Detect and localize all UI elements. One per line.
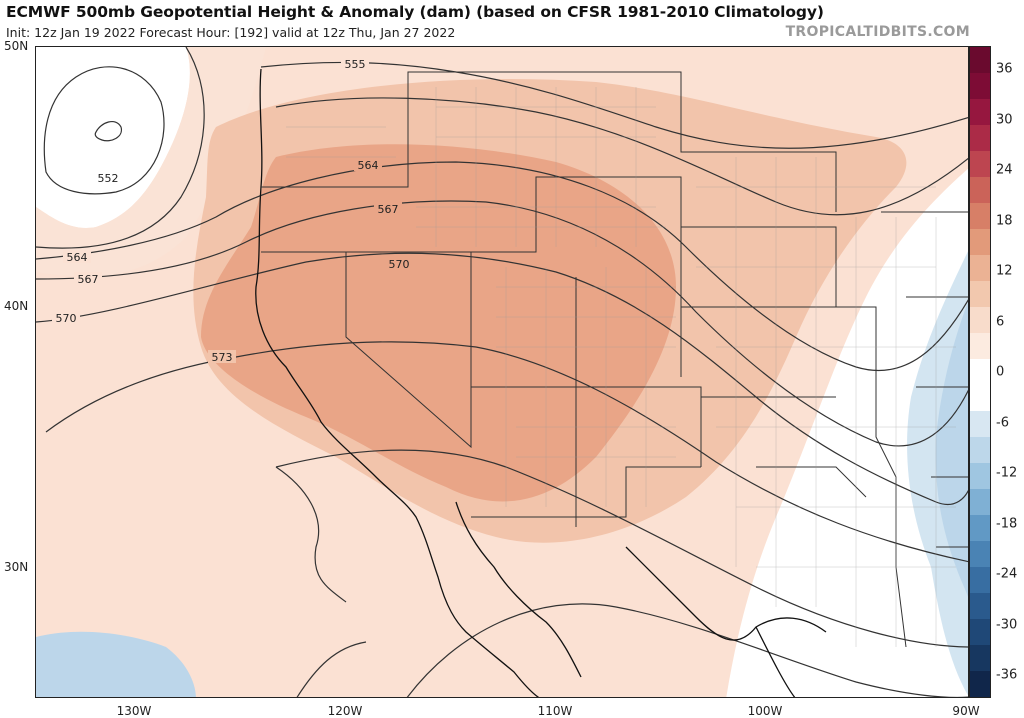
colorbar-segment <box>970 281 990 307</box>
colorbar-segment <box>970 333 990 359</box>
colorbar-segment <box>970 515 990 541</box>
colorbar-segment <box>970 125 990 151</box>
colorbar-tick-label: 36 <box>996 61 1013 77</box>
coastlines <box>255 68 827 697</box>
colorbar-segment <box>970 73 990 99</box>
contour-label-570-central: 570 <box>389 258 410 271</box>
colorbar-tick-label: 30 <box>996 112 1013 127</box>
colorbar-segment <box>970 177 990 203</box>
contour-label-564-north: 564 <box>358 159 379 172</box>
colorbar-segment <box>970 411 990 437</box>
colorbar-tick-label: -24 <box>996 566 1018 582</box>
map-title: ECMWF 500mb Geopotential Height & Anomal… <box>6 3 824 21</box>
colorbar-segment <box>970 671 990 697</box>
brand-watermark[interactable]: TROPICALTIDBITS.COM <box>785 24 970 40</box>
contour-label-573: 573 <box>212 351 233 364</box>
colorbar-segment <box>970 255 990 281</box>
colorbar-segment <box>970 645 990 671</box>
lon-label-100w: 100W <box>747 704 783 718</box>
colorbar-segment <box>970 151 990 177</box>
contour-label-570-west: 570 <box>56 312 77 325</box>
colorbar-segment <box>970 99 990 125</box>
colorbar-tick-label: 6 <box>996 314 1005 329</box>
colorbar-segment <box>970 203 990 229</box>
lon-label-90w: 90W <box>952 704 980 718</box>
colorbar-segment <box>970 47 990 73</box>
colorbar-segment <box>970 437 990 463</box>
colorbar-tick-label: -12 <box>996 465 1018 481</box>
colorbar-tick-label: 24 <box>996 162 1013 178</box>
anomaly-shading-strong <box>201 144 676 502</box>
neutral-region-east <box>726 168 968 697</box>
contour-label-567-west: 567 <box>78 273 99 286</box>
contour-labels: 555 552 564 564 567 567 570 570 573 <box>52 57 413 364</box>
lon-label-110w: 110W <box>537 704 573 718</box>
colorbar-segment <box>970 307 990 333</box>
colorbar-segment <box>970 463 990 489</box>
colorbar-segment <box>970 567 990 593</box>
negative-anomaly-east-core <box>935 302 968 597</box>
anomaly-map: 555 552 564 564 567 567 570 570 573 <box>35 46 969 698</box>
colorbar-segment <box>970 229 990 255</box>
colorbar-tick-label: 0 <box>996 364 1005 380</box>
colorbar-tick-label: -18 <box>996 516 1018 531</box>
neutral-region-nw <box>36 47 190 228</box>
colorbar-tick-label: -36 <box>996 667 1018 683</box>
lat-label-40n: 40N <box>4 299 29 313</box>
colorbar-tick-label: -6 <box>996 415 1009 430</box>
lon-label-130w: 130W <box>116 704 152 718</box>
colorbar-tick-label: -30 <box>996 617 1018 632</box>
county-lines <box>286 87 956 647</box>
colorbar-segment <box>970 593 990 619</box>
anomaly-shading-light-nw <box>36 47 266 277</box>
colorbar-segment <box>970 541 990 567</box>
lon-label-120w: 120W <box>327 704 363 718</box>
colorbar-segment <box>970 489 990 515</box>
colorbar-segment <box>970 619 990 645</box>
contour-label-552: 552 <box>98 172 119 185</box>
map-canvas: 555 552 564 564 567 567 570 570 573 <box>36 47 968 697</box>
map-subtitle: Init: 12z Jan 19 2022 Forecast Hour: [19… <box>6 25 456 40</box>
colorbar-segment <box>970 385 990 411</box>
contour-label-555: 555 <box>345 58 366 71</box>
height-contours <box>36 47 968 697</box>
negative-anomaly-sw <box>36 631 196 697</box>
state-borders <box>261 71 968 648</box>
lat-label-30n: 30N <box>4 560 29 574</box>
contour-label-567-north: 567 <box>378 203 399 216</box>
colorbar-segment <box>970 359 990 385</box>
contour-label-564-west: 564 <box>67 251 88 264</box>
colorbar-tick-label: 18 <box>996 213 1013 228</box>
lat-label-50n: 50N <box>4 39 29 53</box>
colorbar-tick-label: 12 <box>996 263 1013 279</box>
colorbar <box>969 46 991 698</box>
